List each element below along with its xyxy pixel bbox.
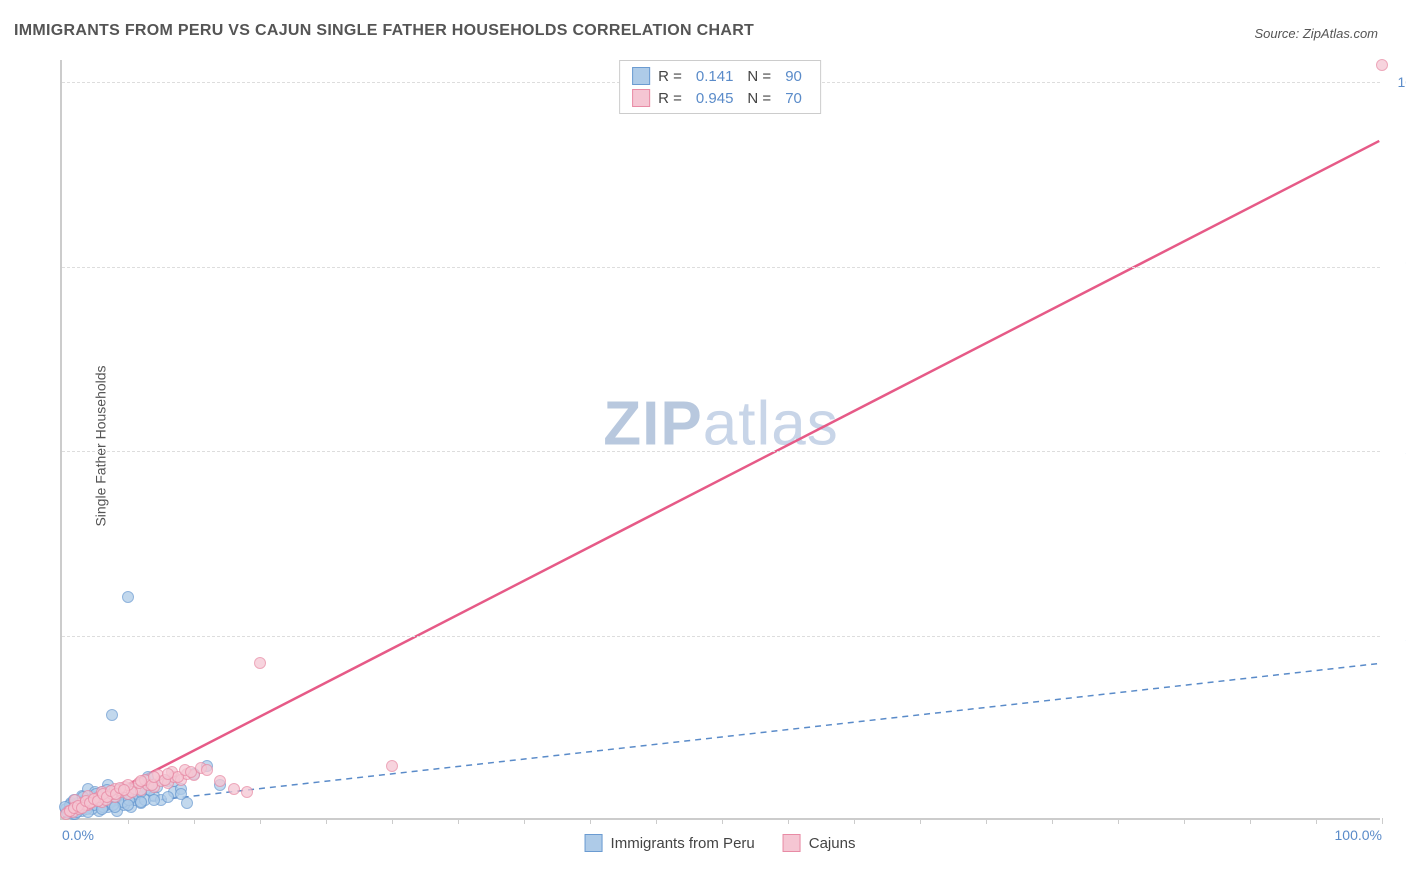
y-tick-label: 100.0% <box>1398 74 1406 90</box>
x-tick-label-min: 0.0% <box>62 827 94 843</box>
scatter-point <box>106 709 118 721</box>
scatter-point <box>254 657 266 669</box>
legend-swatch <box>632 89 650 107</box>
x-tick <box>722 818 723 824</box>
scatter-point <box>201 764 213 776</box>
plot-region: ZIPatlas 25.0%50.0%75.0%100.0%0.0%100.0% <box>60 60 1380 820</box>
legend-n-label: N = <box>747 90 771 107</box>
watermark-light: atlas <box>703 389 839 458</box>
x-tick <box>1118 818 1119 824</box>
legend-r-label: R = <box>658 90 682 107</box>
scatter-point <box>122 799 134 811</box>
source-attribution: Source: ZipAtlas.com <box>1254 26 1378 41</box>
scatter-point <box>386 760 398 772</box>
x-tick <box>920 818 921 824</box>
legend-row: R = 0.141 N = 90 <box>632 65 808 87</box>
scatter-point <box>175 788 187 800</box>
scatter-point <box>148 794 160 806</box>
legend-r-value: 0.141 <box>696 68 734 85</box>
scatter-point <box>162 768 174 780</box>
series-legend-label: Immigrants from Peru <box>611 835 755 852</box>
trend-lines-svg <box>62 60 1380 818</box>
legend-swatch <box>585 834 603 852</box>
gridline-horizontal <box>62 636 1380 637</box>
gridline-horizontal <box>62 267 1380 268</box>
x-tick <box>194 818 195 824</box>
series-legend: Immigrants from Peru Cajuns <box>585 834 856 852</box>
legend-row: R = 0.945 N = 70 <box>632 87 808 109</box>
legend-r-label: R = <box>658 68 682 85</box>
series-legend-item: Cajuns <box>783 834 856 852</box>
x-tick <box>128 818 129 824</box>
x-tick <box>458 818 459 824</box>
legend-r-value: 0.945 <box>696 90 734 107</box>
scatter-point <box>162 791 174 803</box>
legend-swatch <box>632 67 650 85</box>
scatter-point <box>241 786 253 798</box>
correlation-legend: R = 0.141 N = 90 R = 0.945 N = 70 <box>619 60 821 114</box>
x-tick <box>260 818 261 824</box>
scatter-point <box>118 784 130 796</box>
legend-n-value: 90 <box>785 68 802 85</box>
x-tick <box>1316 818 1317 824</box>
watermark: ZIPatlas <box>603 388 838 459</box>
scatter-point <box>228 783 240 795</box>
series-legend-label: Cajuns <box>809 835 856 852</box>
scatter-point <box>122 591 134 603</box>
x-tick-label-max: 100.0% <box>1335 827 1382 843</box>
x-tick <box>854 818 855 824</box>
x-tick <box>1052 818 1053 824</box>
legend-n-value: 70 <box>785 90 802 107</box>
gridline-horizontal <box>62 451 1380 452</box>
scatter-point <box>135 775 147 787</box>
trend-line <box>63 141 1380 818</box>
x-tick <box>1250 818 1251 824</box>
series-legend-item: Immigrants from Peru <box>585 834 755 852</box>
legend-swatch <box>783 834 801 852</box>
trend-line <box>63 663 1380 810</box>
x-tick <box>986 818 987 824</box>
x-tick <box>788 818 789 824</box>
x-tick <box>326 818 327 824</box>
x-tick <box>524 818 525 824</box>
scatter-point <box>135 796 147 808</box>
watermark-bold: ZIP <box>603 389 702 458</box>
x-tick <box>1382 818 1383 824</box>
x-tick <box>656 818 657 824</box>
x-tick <box>1184 818 1185 824</box>
legend-n-label: N = <box>747 68 771 85</box>
x-tick <box>590 818 591 824</box>
chart-area: ZIPatlas 25.0%50.0%75.0%100.0%0.0%100.0%… <box>60 60 1380 820</box>
scatter-point <box>1376 59 1388 71</box>
scatter-point <box>214 775 226 787</box>
scatter-point <box>148 771 160 783</box>
chart-title: IMMIGRANTS FROM PERU VS CAJUN SINGLE FAT… <box>14 22 754 40</box>
x-tick <box>392 818 393 824</box>
